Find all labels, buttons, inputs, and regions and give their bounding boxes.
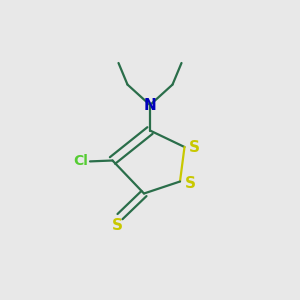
Text: N: N: [144, 98, 156, 112]
Text: Cl: Cl: [74, 154, 88, 168]
Text: S: S: [112, 218, 122, 233]
Text: S: S: [189, 140, 200, 154]
Text: S: S: [185, 176, 196, 191]
